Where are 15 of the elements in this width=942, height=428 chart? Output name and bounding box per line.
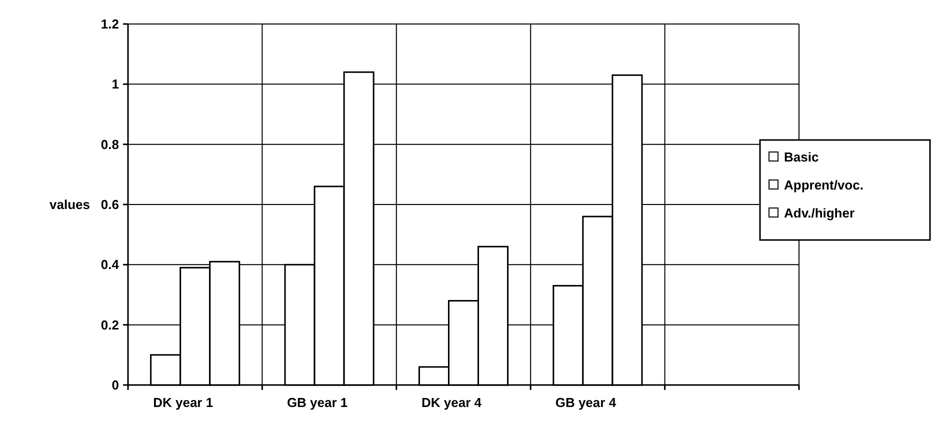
x-tick-label: DK year 1	[153, 395, 214, 410]
y-tick-label: 1	[112, 76, 119, 92]
x-tick-label: DK year 4	[422, 395, 482, 410]
legend-label: Basic	[784, 150, 819, 165]
y-tick-label: 0.6	[100, 197, 119, 212]
legend-label: Apprent/voc.	[784, 178, 864, 193]
legend-label: Adv./higher	[784, 206, 855, 221]
y-tick-label: 1.2	[100, 16, 119, 32]
y-tick-label: 0.4	[100, 257, 120, 272]
y-tick-label: 0.2	[100, 317, 119, 332]
y-tick-label: 0.8	[100, 136, 119, 152]
x-tick-label: GB year 4	[555, 395, 617, 410]
y-tick-label: 0	[112, 378, 119, 393]
x-tick-label: GB year 1	[286, 395, 348, 410]
y-axis-title: values	[50, 197, 90, 212]
